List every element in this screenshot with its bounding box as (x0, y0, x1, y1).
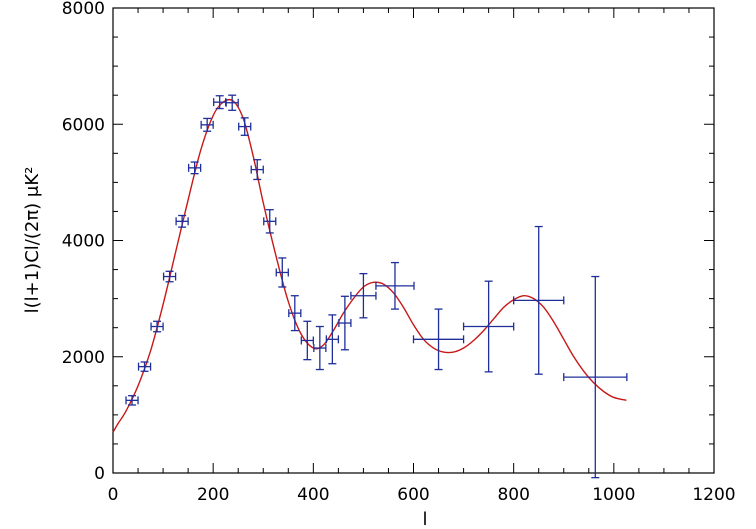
data-point (412, 308, 465, 371)
x-tick-label: 600 (397, 485, 429, 505)
data-point (375, 261, 415, 310)
x-tick-label: 1200 (692, 485, 735, 505)
data-point (263, 209, 277, 234)
y-tick-label: 4000 (62, 232, 105, 252)
x-tick-label: 400 (297, 485, 329, 505)
data-point (150, 320, 164, 333)
data-point (563, 275, 628, 479)
data-point (238, 117, 252, 136)
data-point (225, 94, 239, 111)
data-point (187, 161, 202, 175)
y-axis-label: l(l+1)Cl/(2π) μK² (22, 167, 43, 314)
data-point (513, 225, 565, 375)
data-point (462, 280, 515, 373)
plot-frame (112, 7, 715, 474)
x-tick-label: 1000 (592, 485, 635, 505)
data-point (125, 395, 139, 406)
x-axis-label: l (422, 509, 427, 529)
data-point (213, 95, 227, 110)
x-axis-ticks: 0 200 400 600 800 1000 1200 (108, 8, 736, 505)
data-point (313, 325, 327, 371)
data-point (162, 270, 177, 283)
y-tick-label: 0 (94, 464, 105, 484)
x-tick-label: 800 (497, 485, 529, 505)
data-point (300, 320, 314, 361)
data-points-group (125, 94, 628, 479)
data-point (275, 257, 289, 288)
x-tick-label: 0 (108, 485, 119, 505)
y-tick-label: 6000 (62, 115, 105, 135)
x-tick-label: 200 (197, 485, 229, 505)
data-point (250, 159, 264, 181)
data-point (200, 117, 214, 132)
model-curve (112, 98, 627, 433)
data-point (350, 272, 377, 319)
data-point (325, 314, 340, 365)
data-point (175, 214, 189, 228)
model-curve-group (112, 98, 627, 433)
plot-border (112, 7, 715, 474)
y-tick-label: 2000 (62, 348, 105, 368)
y-tick-label: 8000 (62, 0, 105, 19)
data-point (338, 295, 352, 351)
data-point (137, 361, 152, 372)
data-point (288, 295, 302, 332)
y-axis-ticks: 0 2000 4000 6000 8000 (62, 0, 714, 484)
